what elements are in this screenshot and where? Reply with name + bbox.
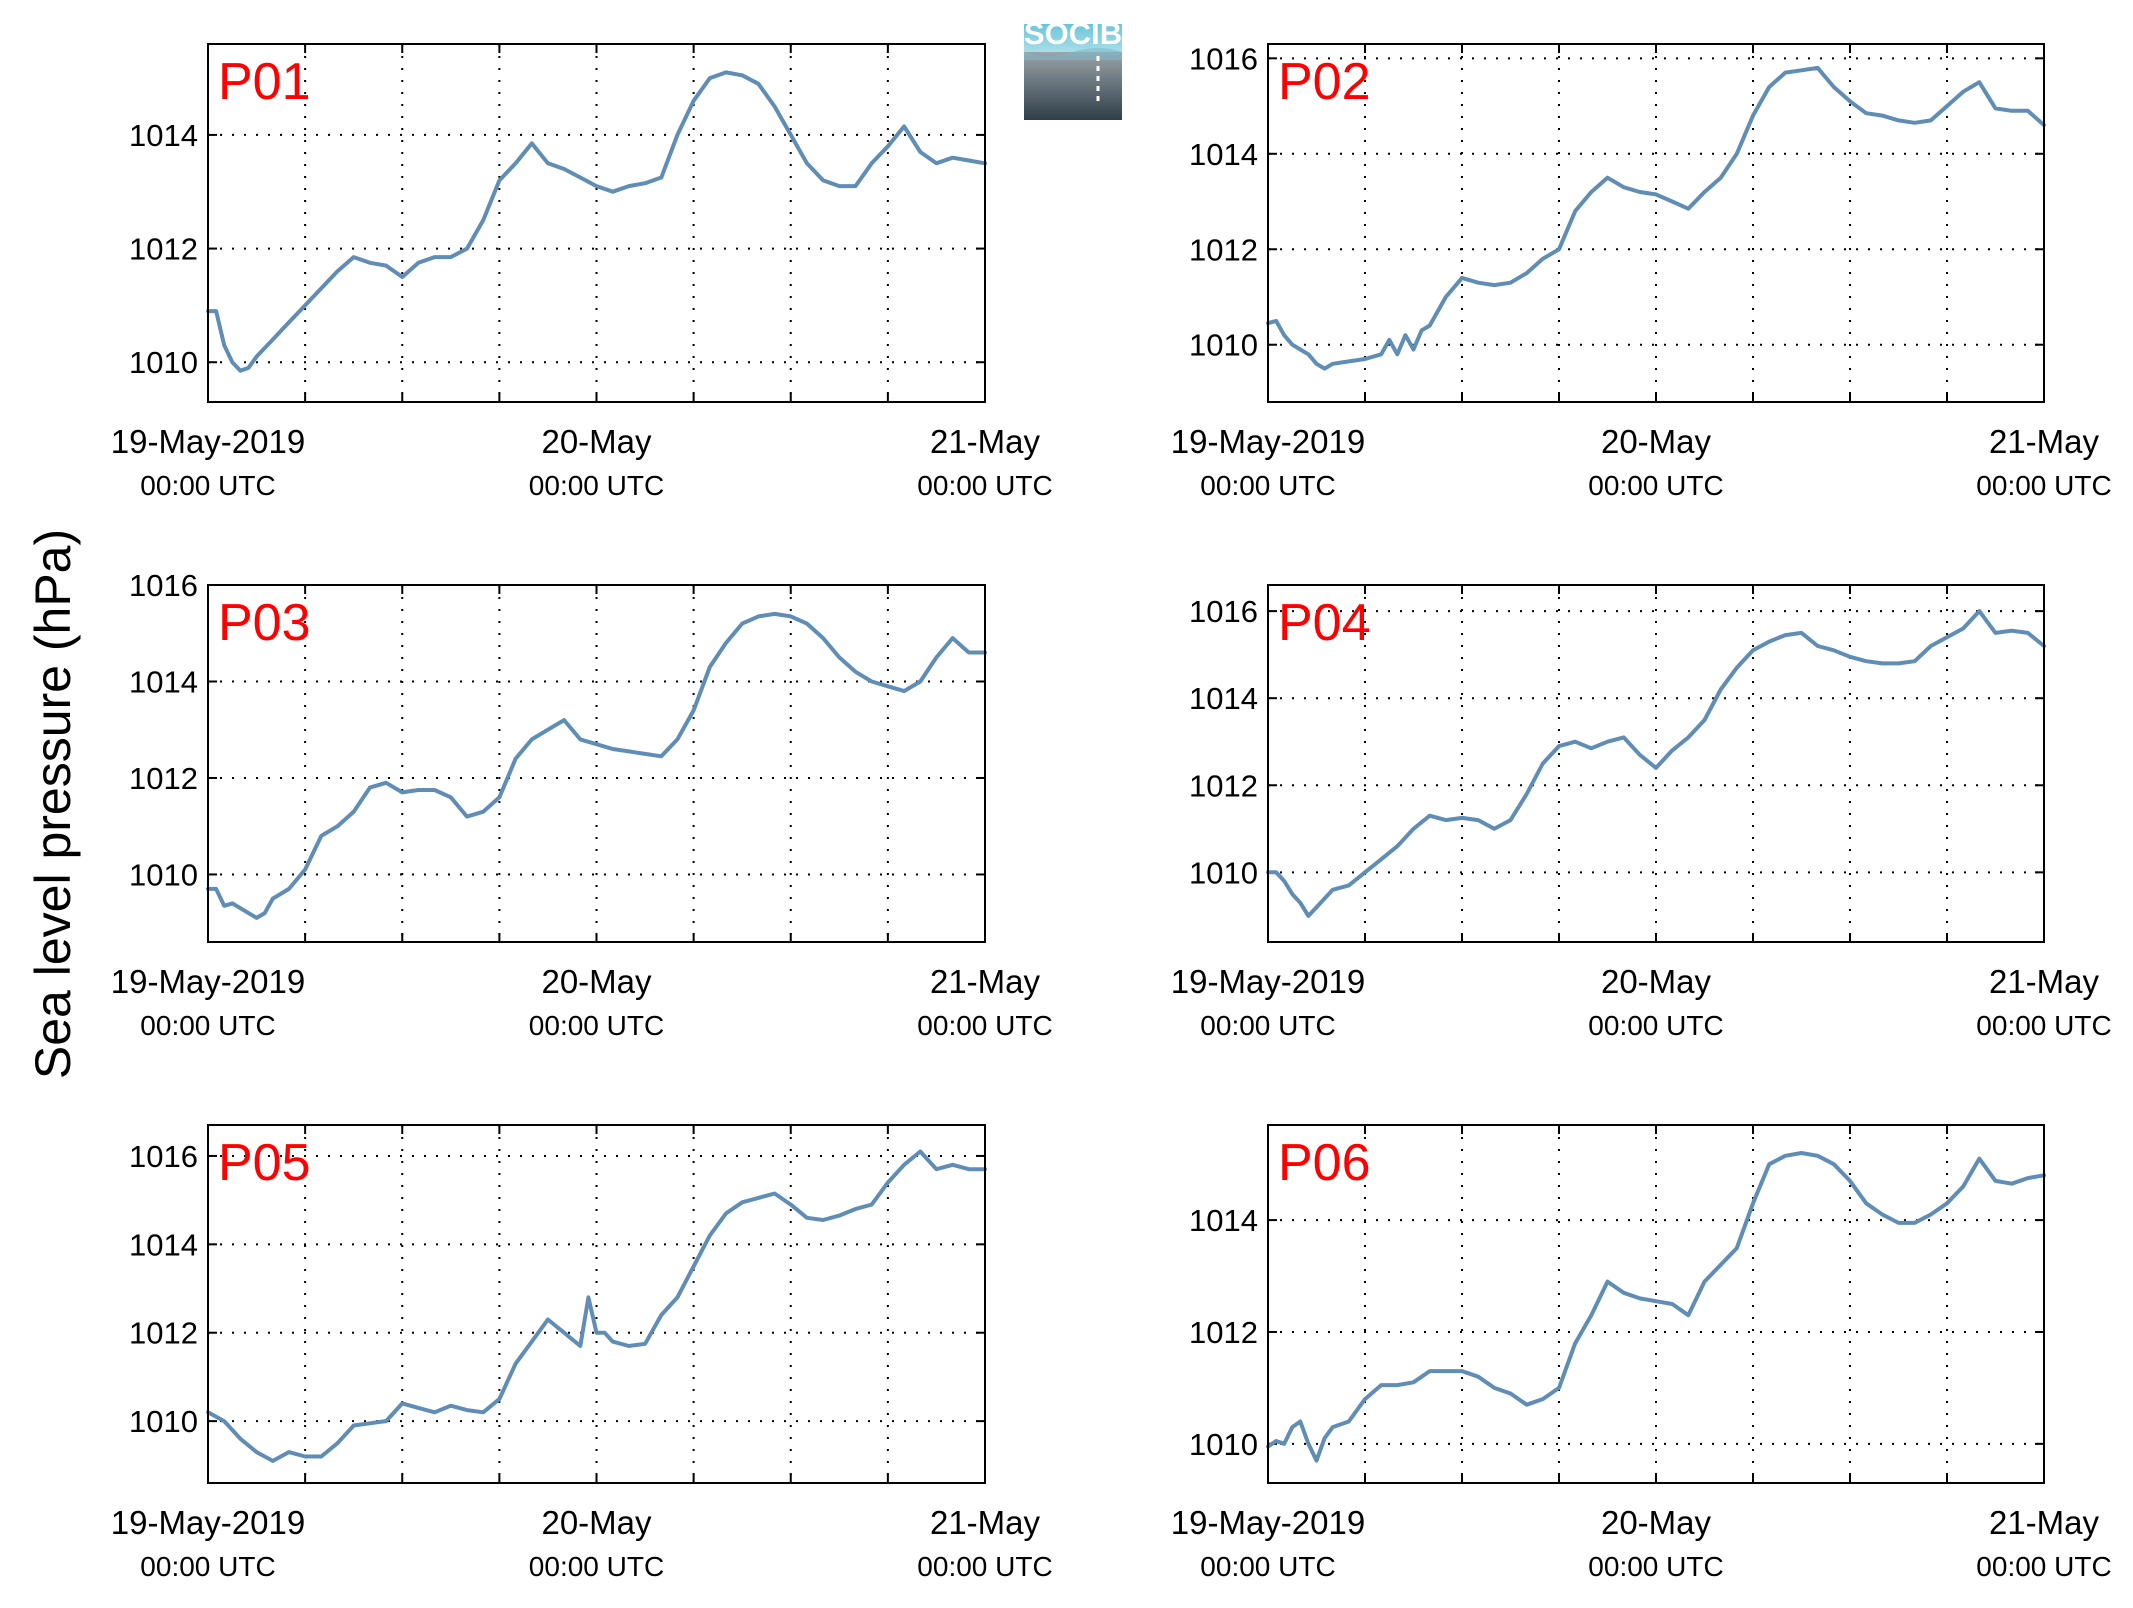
y-tick-label: 1016 xyxy=(129,568,198,603)
x-tick-time-label: 00:00 UTC xyxy=(529,1010,664,1041)
panel-label: P06 xyxy=(1278,1134,1371,1192)
x-tick-date-label: 20-May xyxy=(1601,963,1712,1000)
x-tick-date-label: 20-May xyxy=(1601,1504,1712,1541)
x-tick-time-label: 00:00 UTC xyxy=(529,470,664,501)
panels: 1010 1012 1014 19-May-2019 00:00 UTC 20-May 00… xyxy=(111,41,2112,1582)
panel-label: P04 xyxy=(1278,594,1371,652)
y-tick-label: 1014 xyxy=(129,1227,198,1262)
panel-6: 1010 1012 1014 19-May-2019 00:00 UTC 20-May 00… xyxy=(1171,1124,2112,1582)
x-tick-date-label: 19-May-2019 xyxy=(1171,1504,1365,1541)
plot-frame xyxy=(1267,43,2045,403)
x-tick-date-label: 21-May xyxy=(1989,1504,2100,1541)
y-tick-label: 1012 xyxy=(1189,232,1258,267)
series-line xyxy=(1266,609,2046,918)
y-tick-label: 1010 xyxy=(1189,855,1258,890)
panel-label: P01 xyxy=(218,53,311,111)
x-tick-time-label: 00:00 UTC xyxy=(1200,470,1335,501)
series-line xyxy=(1266,1151,2046,1463)
x-tick-date-label: 19-May-2019 xyxy=(111,963,305,1000)
x-tick-date-label: 19-May-2019 xyxy=(1171,963,1365,1000)
y-tick-label: 1012 xyxy=(129,232,198,267)
x-tick-date-label: 21-May xyxy=(930,963,1041,1000)
y-tick-label: 1016 xyxy=(129,1139,198,1174)
x-tick-time-label: 00:00 UTC xyxy=(529,1551,664,1582)
x-tick-time-label: 00:00 UTC xyxy=(1588,1551,1723,1582)
x-tick-time-label: 00:00 UTC xyxy=(1588,470,1723,501)
y-tick-label: 1014 xyxy=(1189,1203,1258,1238)
series-line xyxy=(1266,65,2046,371)
x-tick-date-label: 20-May xyxy=(541,1504,652,1541)
x-tick-date-label: 21-May xyxy=(1989,423,2100,460)
x-tick-time-label: 00:00 UTC xyxy=(140,470,275,501)
y-axis-label: Sea level pressure (hPa) xyxy=(25,529,81,1079)
plot-frame xyxy=(1267,1124,2045,1484)
x-tick-time-label: 00:00 UTC xyxy=(1588,1010,1723,1041)
x-tick-date-label: 20-May xyxy=(1601,423,1712,460)
y-tick-label: 1010 xyxy=(129,1404,198,1439)
x-tick-time-label: 00:00 UTC xyxy=(917,470,1052,501)
y-tick-label: 1010 xyxy=(129,345,198,380)
plot-frame xyxy=(207,43,986,403)
x-tick-time-label: 00:00 UTC xyxy=(917,1010,1052,1041)
x-tick-time-label: 00:00 UTC xyxy=(1200,1551,1335,1582)
panel-1: 1010 1012 1014 19-May-2019 00:00 UTC 20-May 00… xyxy=(111,43,1053,501)
series-line xyxy=(206,70,987,373)
plot-frame xyxy=(1267,584,2045,943)
y-tick-label: 1016 xyxy=(1189,41,1258,76)
panel-label: P05 xyxy=(218,1134,311,1192)
x-tick-time-label: 00:00 UTC xyxy=(140,1551,275,1582)
x-tick-date-label: 21-May xyxy=(930,1504,1041,1541)
x-tick-time-label: 00:00 UTC xyxy=(1976,470,2111,501)
x-tick-date-label: 21-May xyxy=(930,423,1041,460)
x-tick-date-label: 19-May-2019 xyxy=(111,1504,305,1541)
y-tick-label: 1016 xyxy=(1189,594,1258,629)
y-tick-label: 1012 xyxy=(1189,768,1258,803)
y-tick-label: 1014 xyxy=(1189,137,1258,172)
panel-4: 1010 1012 1014 1016 19-May-2019 00:00 UTC 20-M… xyxy=(1171,584,2112,1041)
y-tick-label: 1012 xyxy=(1189,1315,1258,1350)
logo-sky xyxy=(1024,24,1122,52)
y-tick-label: 1012 xyxy=(129,761,198,796)
panel-label: P03 xyxy=(218,594,311,652)
y-tick-label: 1010 xyxy=(129,857,198,892)
y-tick-label: 1012 xyxy=(129,1316,198,1351)
y-tick-label: 1014 xyxy=(129,664,198,699)
logo-sea xyxy=(1024,52,1122,120)
x-tick-date-label: 19-May-2019 xyxy=(111,423,305,460)
series-line xyxy=(206,611,987,920)
x-tick-time-label: 00:00 UTC xyxy=(1200,1010,1335,1041)
x-tick-time-label: 00:00 UTC xyxy=(1976,1010,2111,1041)
y-tick-label: 1010 xyxy=(1189,328,1258,363)
plot-frame xyxy=(207,1124,986,1484)
y-tick-label: 1014 xyxy=(1189,681,1258,716)
socib-logo: SOCIB xyxy=(1024,16,1122,120)
x-tick-date-label: 19-May-2019 xyxy=(1171,423,1365,460)
panel-label: P02 xyxy=(1278,53,1371,111)
logo-text: SOCIB xyxy=(1024,16,1122,51)
x-tick-date-label: 20-May xyxy=(541,423,652,460)
y-tick-label: 1014 xyxy=(129,118,198,153)
x-tick-date-label: 21-May xyxy=(1989,963,2100,1000)
plot-frame xyxy=(207,584,986,943)
x-tick-time-label: 00:00 UTC xyxy=(140,1010,275,1041)
series-line xyxy=(206,1149,987,1463)
x-tick-time-label: 00:00 UTC xyxy=(1976,1551,2111,1582)
panel-2: 1010 1012 1014 1016 19-May-2019 00:00 UTC 20-M… xyxy=(1171,41,2112,501)
y-tick-label: 1010 xyxy=(1189,1427,1258,1462)
panel-3: 1010 1012 1014 1016 19-May-2019 00:00 UTC 20-M… xyxy=(111,568,1053,1041)
x-tick-time-label: 00:00 UTC xyxy=(917,1551,1052,1582)
x-tick-date-label: 20-May xyxy=(541,963,652,1000)
panel-5: 1010 1012 1014 1016 19-May-2019 00:00 UTC 20-M… xyxy=(111,1124,1053,1582)
